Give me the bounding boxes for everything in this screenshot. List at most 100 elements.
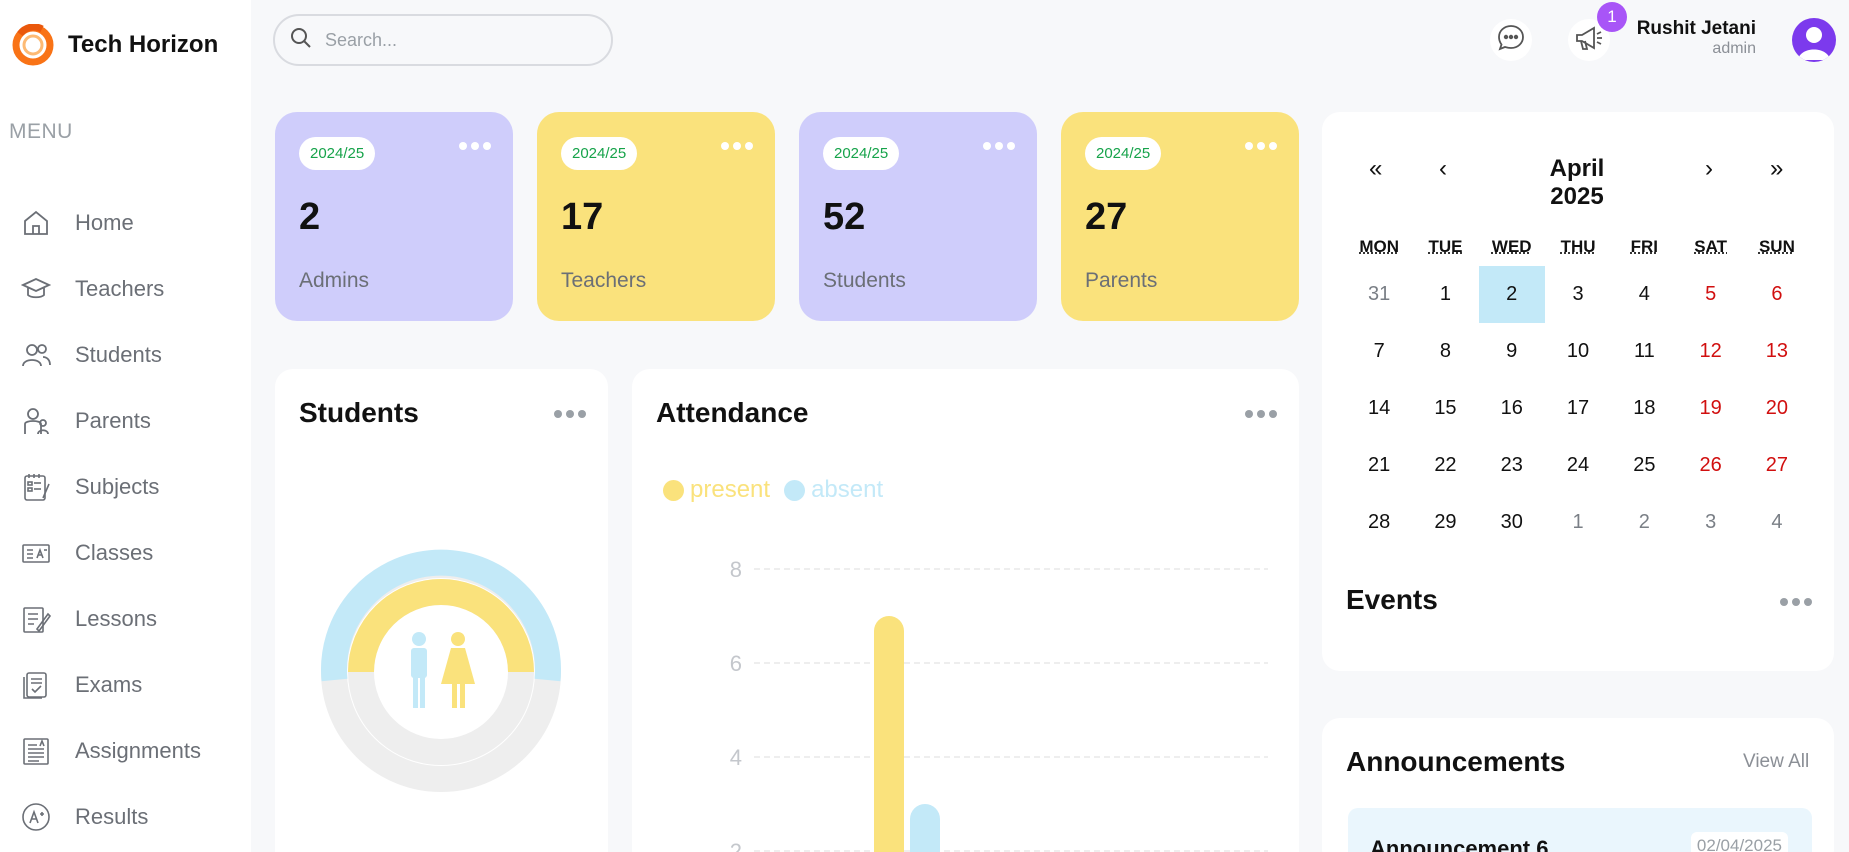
calendar-day[interactable]: 30: [1479, 494, 1545, 551]
menu-item-results[interactable]: Results: [20, 784, 201, 850]
menu-item-students[interactable]: Students: [20, 322, 201, 388]
calendar-weekday: FRI: [1611, 228, 1677, 266]
stat-label: Students: [823, 269, 906, 293]
menu-item-home[interactable]: Home: [20, 190, 201, 256]
calendar-day[interactable]: 6: [1744, 266, 1810, 323]
notification-badge: 1: [1597, 2, 1627, 32]
announcement-title: Announcement 6: [1370, 836, 1548, 852]
legend-label: present: [690, 476, 770, 504]
calendar-day[interactable]: 4: [1744, 494, 1810, 551]
prev-month-button[interactable]: ‹: [1439, 155, 1447, 183]
legend-present[interactable]: present: [663, 476, 770, 504]
calendar-day[interactable]: 19: [1677, 380, 1743, 437]
menu-item-teachers[interactable]: Teachers: [20, 256, 201, 322]
year-pill: 2024/25: [299, 137, 375, 170]
chat-icon: [1495, 22, 1527, 59]
calendar-day[interactable]: 4: [1611, 266, 1677, 323]
menu-item-label: Classes: [75, 540, 153, 566]
menu-item-exams[interactable]: Exams: [20, 652, 201, 718]
calendar-day[interactable]: 5: [1677, 266, 1743, 323]
calendar-day[interactable]: 24: [1545, 437, 1611, 494]
next-year-button[interactable]: »: [1770, 155, 1783, 183]
calendar-day[interactable]: 10: [1545, 323, 1611, 380]
search-icon: [289, 26, 313, 55]
legend-absent[interactable]: absent: [784, 476, 883, 504]
exams-icon: [20, 669, 52, 701]
legend-dot: [784, 480, 805, 501]
more-icon[interactable]: [459, 142, 491, 150]
calendar-day[interactable]: 27: [1744, 437, 1810, 494]
next-month-button[interactable]: ›: [1705, 155, 1713, 183]
calendar-day[interactable]: 31: [1346, 266, 1412, 323]
assignments-icon: [20, 735, 52, 767]
more-icon[interactable]: [983, 142, 1015, 150]
calendar-day[interactable]: 1: [1412, 266, 1478, 323]
view-all-link[interactable]: View All: [1743, 751, 1809, 773]
more-icon[interactable]: [721, 142, 753, 150]
announcement-card[interactable]: Announcement 6 02/04/2025: [1348, 808, 1812, 852]
calendar-month[interactable]: April 2025: [1522, 155, 1632, 211]
calendar-day[interactable]: 7: [1346, 323, 1412, 380]
menu-item-subjects[interactable]: Subjects: [20, 454, 201, 520]
announcements-panel-title: Announcements: [1346, 746, 1565, 778]
calendar-weekday: TUE: [1412, 228, 1478, 266]
search-input[interactable]: [325, 30, 585, 51]
more-icon[interactable]: [1245, 142, 1277, 150]
calendar-day[interactable]: 15: [1412, 380, 1478, 437]
calendar-day[interactable]: 18: [1611, 380, 1677, 437]
messages-button[interactable]: [1490, 19, 1532, 61]
lessons-icon: [20, 603, 52, 635]
menu-item-label: Students: [75, 342, 162, 368]
calendar-day[interactable]: 22: [1412, 437, 1478, 494]
y-tick-label: 6: [730, 651, 742, 676]
calendar-day[interactable]: 16: [1479, 380, 1545, 437]
calendar-day[interactable]: 9: [1479, 323, 1545, 380]
y-tick-label: 8: [730, 557, 742, 582]
calendar-day[interactable]: 8: [1412, 323, 1478, 380]
calendar-weekday: SUN: [1744, 228, 1810, 266]
menu-item-classes[interactable]: Classes: [20, 520, 201, 586]
calendar-day[interactable]: 29: [1412, 494, 1478, 551]
avatar[interactable]: [1792, 18, 1836, 62]
calendar-day[interactable]: 17: [1545, 380, 1611, 437]
menu-title: MENU: [9, 120, 73, 144]
brand[interactable]: Tech Horizon: [12, 24, 218, 66]
calendar-weekday: MON: [1346, 228, 1412, 266]
calendar-day[interactable]: 26: [1677, 437, 1743, 494]
calendar-day[interactable]: 28: [1346, 494, 1412, 551]
calendar-day[interactable]: 2: [1479, 266, 1545, 323]
bar-absent[interactable]: [910, 804, 940, 852]
calendar-day[interactable]: 20: [1744, 380, 1810, 437]
search-bar[interactable]: [273, 14, 613, 66]
bar-present[interactable]: [874, 616, 904, 852]
calendar-day[interactable]: 23: [1479, 437, 1545, 494]
more-icon[interactable]: [554, 410, 586, 418]
stat-value: 52: [823, 196, 865, 239]
calendar-day[interactable]: 3: [1545, 266, 1611, 323]
menu-item-lessons[interactable]: Lessons: [20, 586, 201, 652]
calendar-day[interactable]: 3: [1677, 494, 1743, 551]
calendar-day[interactable]: 12: [1677, 323, 1743, 380]
calendar-day[interactable]: 21: [1346, 437, 1412, 494]
chart-legend: present absent: [663, 476, 883, 504]
calendar-day[interactable]: 13: [1744, 323, 1810, 380]
attendance-chart: 8 6 4 2: [632, 530, 1299, 852]
calendar-day[interactable]: 2: [1611, 494, 1677, 551]
legend-label: absent: [811, 476, 883, 504]
stat-label: Admins: [299, 269, 369, 293]
more-icon[interactable]: [1780, 598, 1812, 606]
sidebar: Tech Horizon MENU Home Teachers Students: [0, 0, 251, 852]
menu-item-assignments[interactable]: Assignments: [20, 718, 201, 784]
calendar-weekday: THU: [1545, 228, 1611, 266]
calendar-day[interactable]: 14: [1346, 380, 1412, 437]
users-icon: [20, 339, 52, 371]
menu-item-parents[interactable]: Parents: [20, 388, 201, 454]
calendar-day[interactable]: 25: [1611, 437, 1677, 494]
stat-card-teachers: 2024/25 17 Teachers: [537, 112, 775, 321]
calendar-day[interactable]: 1: [1545, 494, 1611, 551]
more-icon[interactable]: [1245, 410, 1277, 418]
calendar-day[interactable]: 11: [1611, 323, 1677, 380]
calendar-grid: MON TUE WED THU FRI SAT SUN 31 1 2 3 4 5 6 7 8 9 10 11 12 13…: [1346, 228, 1810, 551]
graduation-cap-icon: [20, 273, 52, 305]
prev-year-button[interactable]: «: [1369, 155, 1382, 183]
